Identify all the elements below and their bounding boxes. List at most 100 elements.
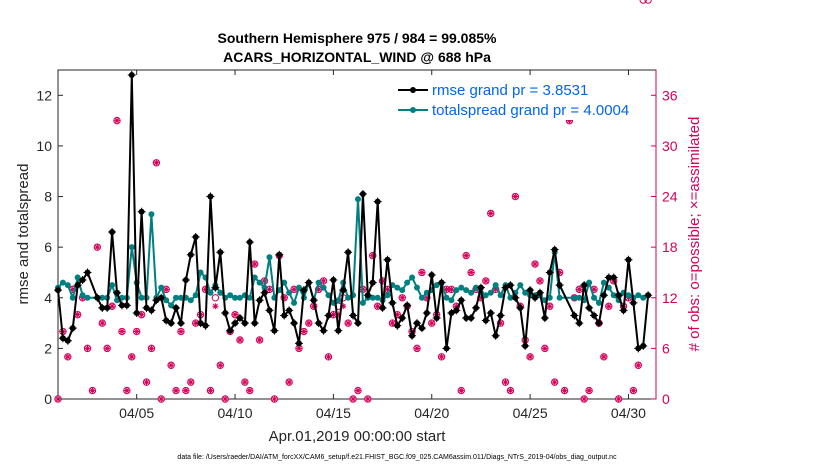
obs-assimilated-marker [512,193,519,200]
obs-possible-marker [575,285,583,294]
obs-possible-marker [128,353,136,361]
obs-assimilated-marker [497,320,504,327]
totalspread-point [576,294,583,301]
obs-possible-marker [437,353,446,361]
rmse-point-star [63,336,72,345]
rmse-point-star [270,326,279,335]
rmse-point-star [363,291,372,300]
obs-assimilated-marker [158,396,165,402]
totalspread-point [507,294,514,301]
rmse-point-star [501,283,510,292]
legend-totalspread-label: totalspread grand pr = 4.0004 [432,102,629,119]
rmse-point-star [245,238,254,247]
obs-assimilated-marker [541,345,548,352]
obs-assimilated-marker [182,387,189,394]
totalspread-point [443,294,450,301]
obs-possible-marker [103,344,111,353]
rmse-point-star [142,303,151,312]
obs-assimilated-marker [94,244,101,251]
rmse-point-star [68,324,77,333]
obs-assimilated-marker [177,328,184,335]
rmse-point-star [378,303,387,312]
obs-assimilated-marker [605,303,612,310]
y-tick-label-left: 8 [44,189,52,205]
y-tick-label-right: 24 [662,189,678,205]
totalspread-point [369,294,376,301]
totalspread-point [635,292,642,299]
obs-assimilated-marker [502,379,509,386]
obs-possible-marker [216,361,224,369]
rmse-point-star [437,278,446,287]
obs-assimilated-marker [389,320,396,327]
totalspread-point [433,282,440,289]
rmse-point-star [531,293,540,302]
obs-possible-marker [324,353,333,361]
obs-assimilated-marker [266,286,273,293]
rmse-point-star [383,255,392,264]
obs-assimilated-marker [428,320,435,327]
rmse-point-star [78,276,87,285]
y-tick-label-right: 0 [662,391,670,407]
rmse-point-star [103,303,112,312]
x-tick-label: 04/05 [119,405,154,421]
y-tick-label-left: 2 [44,340,52,356]
rmse-point-star [452,306,461,315]
data-file-footer: data file: /Users/raeder/DAI/ATM_forcXX/… [177,454,617,461]
rmse-point-star [54,286,62,295]
rmse-point-star [467,314,476,323]
rmse-point-star [152,296,161,305]
totalspread-point [453,287,460,294]
rmse-point-star [535,288,544,297]
obs-assimilated-marker [354,387,361,394]
totalspread-point [359,299,366,306]
rmse-point-star [526,286,535,295]
rmse-point-star [211,283,220,292]
x-axis-label: Apr.01,2019 00:00:00 start [269,428,447,445]
obs-possible-marker [83,344,92,353]
obs-assimilated-marker [256,336,263,343]
rmse-point-star [324,311,333,320]
obs-assimilated-marker [99,320,106,327]
rmse-point-star [609,273,618,282]
obs-possible-marker [467,268,475,277]
totalspread-point [409,274,416,281]
obs-assimilated-marker [104,345,111,352]
rmse-point-star [191,233,200,242]
obs-assimilated-marker [448,286,455,293]
obs-assimilated-marker [546,303,553,310]
obs-possible-marker [64,353,72,361]
rmse-point-star [172,303,181,312]
rmse-point-star [624,255,633,264]
rmse-point-star [388,298,397,307]
rmse-point-star [260,288,269,297]
obs-assimilated-marker [236,336,243,343]
rmse-point-star [290,319,299,328]
axes: 04/05 04/10 04/15 04/20 04/25 04/300246810120… [36,70,678,421]
obs-assimilated-marker [207,387,214,394]
totalspread-point [281,279,288,286]
rmse-point-star [634,344,643,353]
obs-assimilated-marker [192,320,199,327]
rmse-point-star [422,308,431,317]
totalspread-point [217,289,224,296]
obs-assimilated-marker [458,387,465,394]
chart-title-line2: ACARS_HORIZONTAL_WIND @ 688 hPa [223,49,491,65]
rmse-point-star [368,278,377,287]
obs-possible-marker [206,386,215,395]
rmse-point-star [309,296,318,305]
obs-assimilated-marker [286,379,293,386]
rmse-point-star [590,311,599,320]
rmse-point-star [113,288,122,297]
totalspread-point [109,282,116,289]
obs-assimilated-marker [241,379,248,386]
obs-possible-marker [88,386,97,395]
totalspread-point [374,294,381,301]
rmse-point-star [432,314,441,323]
totalspread-point [458,284,465,291]
obs-possible-marker [349,395,357,403]
obs-assimilated-marker [148,345,155,352]
obs-possible-marker [236,336,244,344]
rmse-point-star [496,311,505,320]
obs-assimilated-marker [556,269,563,276]
obs-assimilated-marker [335,311,342,318]
